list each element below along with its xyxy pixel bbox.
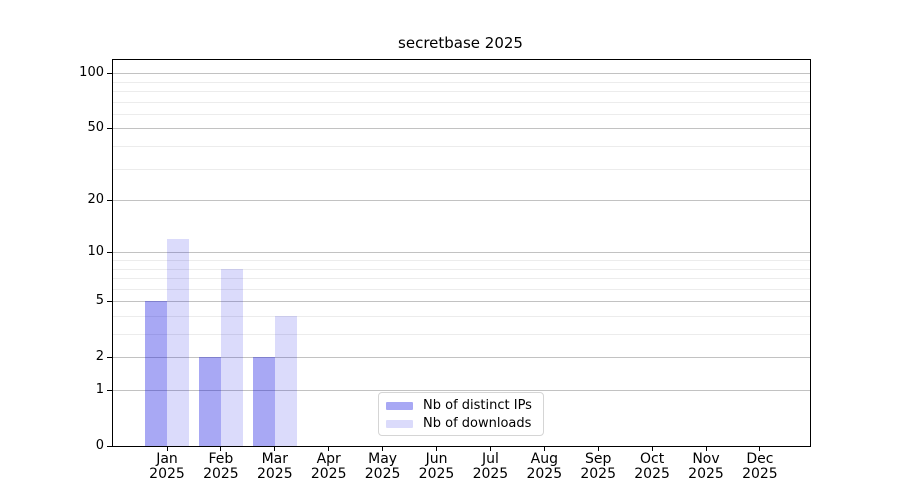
x-tick-mark (382, 447, 384, 451)
legend-swatch-icon (386, 420, 413, 428)
minor-gridline (113, 268, 810, 270)
minor-gridline (113, 278, 810, 280)
x-tick-year: 2025 (418, 466, 455, 482)
bar-distinct-ips (199, 357, 221, 446)
major-gridline (113, 390, 810, 392)
x-tick-year: 2025 (310, 466, 347, 482)
x-tick-year: 2025 (634, 466, 670, 482)
x-tick-mark (651, 447, 653, 451)
chart-title: secretbase 2025 (398, 34, 523, 52)
y-tick-mark (107, 200, 112, 202)
x-tick-label: Apr 2025 (294, 452, 364, 482)
major-gridline (113, 200, 810, 202)
x-tick-mark (328, 447, 330, 451)
bar-downloads (220, 268, 243, 446)
minor-gridline (113, 288, 810, 290)
x-tick-label: Jan 2025 (132, 452, 202, 482)
x-tick-label: Oct 2025 (617, 452, 687, 482)
x-tick-mark (166, 447, 168, 451)
x-tick-year: 2025 (364, 466, 401, 482)
minor-gridline (113, 81, 810, 83)
x-tick-year: 2025 (688, 466, 724, 482)
x-tick-label: May 2025 (348, 452, 418, 482)
minor-gridline (113, 101, 810, 103)
legend-box: Nb of distinct IPs Nb of downloads (378, 392, 544, 436)
major-gridline (113, 252, 810, 254)
x-tick-label: Jul 2025 (455, 452, 525, 482)
x-tick-mark (759, 447, 761, 451)
y-tick-label: 2 (95, 349, 104, 365)
x-tick-month: Nov (692, 451, 720, 467)
legend-item: Nb of downloads (386, 416, 535, 432)
minor-gridline (113, 334, 810, 336)
x-tick-year: 2025 (149, 466, 185, 482)
x-tick-mark (274, 447, 276, 451)
x-tick-month: Sep (584, 451, 612, 467)
minor-gridline (113, 113, 810, 115)
plot-area: 0 1 2 5 10 20 50 100 Jan 2025 Feb 2025 Mar 2025 Apr 202… (79, 59, 811, 482)
y-tick-mark (107, 128, 112, 130)
x-tick-label: Nov 2025 (671, 452, 741, 482)
y-tick-label: 0 (95, 438, 104, 453)
x-tick-label: Jun 2025 (402, 452, 472, 482)
major-gridline (113, 301, 810, 303)
legend-label: Nb of downloads (423, 416, 532, 431)
x-tick-label: Feb 2025 (186, 452, 256, 482)
x-tick-year: 2025 (742, 466, 778, 482)
x-tick-month: Aug (530, 451, 558, 467)
y-tick-mark (107, 390, 112, 392)
legend-swatch-icon (386, 402, 413, 410)
x-tick-mark (597, 447, 599, 451)
minor-gridline (113, 316, 810, 317)
x-tick-mark (705, 447, 707, 451)
legend-label: Nb of distinct IPs (423, 398, 532, 413)
y-tick-mark (107, 252, 112, 254)
x-tick-month: Oct (639, 451, 665, 467)
y-tick-label: 50 (87, 120, 104, 136)
major-gridline (113, 128, 810, 130)
x-tick-mark (489, 447, 491, 451)
bar-downloads (167, 238, 189, 446)
y-tick-label: 10 (87, 244, 104, 260)
x-tick-year: 2025 (203, 466, 239, 482)
legend-item: Nb of distinct IPs (386, 398, 535, 414)
bar-distinct-ips (145, 301, 167, 446)
x-tick-month: Feb (208, 451, 234, 467)
bar-downloads (274, 316, 297, 446)
major-gridline (113, 73, 810, 75)
major-gridline (113, 357, 810, 359)
x-tick-mark (220, 447, 222, 451)
x-tick-month: Jul (481, 451, 499, 467)
minor-gridline (113, 146, 810, 148)
y-tick-label: 5 (95, 293, 104, 309)
x-tick-month: Mar (261, 451, 288, 467)
x-tick-year: 2025 (526, 466, 563, 482)
x-tick-month: Apr (316, 451, 341, 467)
minor-gridline (113, 168, 810, 170)
y-tick-label: 20 (87, 192, 104, 208)
x-tick-label: Mar 2025 (240, 452, 310, 482)
x-tick-mark (543, 447, 545, 451)
minor-gridline (113, 91, 810, 93)
y-tick-mark (107, 357, 112, 359)
x-tick-year: 2025 (472, 466, 509, 482)
x-tick-mark (436, 447, 437, 451)
x-tick-month: Dec (746, 451, 774, 467)
x-tick-month: Jan (156, 451, 178, 467)
x-tick-year: 2025 (580, 466, 616, 482)
y-tick-mark (107, 446, 112, 447)
bar-distinct-ips (253, 357, 275, 446)
y-tick-mark (107, 73, 112, 75)
y-tick-mark (107, 301, 112, 303)
minor-gridline (113, 260, 810, 262)
x-tick-label: Dec 2025 (725, 452, 795, 482)
x-tick-label: Aug 2025 (509, 452, 579, 482)
x-tick-month: Jun (425, 451, 448, 467)
x-tick-label: Sep 2025 (563, 452, 633, 482)
y-tick-label: 1 (95, 382, 104, 398)
y-tick-label: 100 (79, 65, 104, 81)
x-tick-month: May (368, 451, 398, 467)
x-tick-year: 2025 (256, 466, 293, 482)
